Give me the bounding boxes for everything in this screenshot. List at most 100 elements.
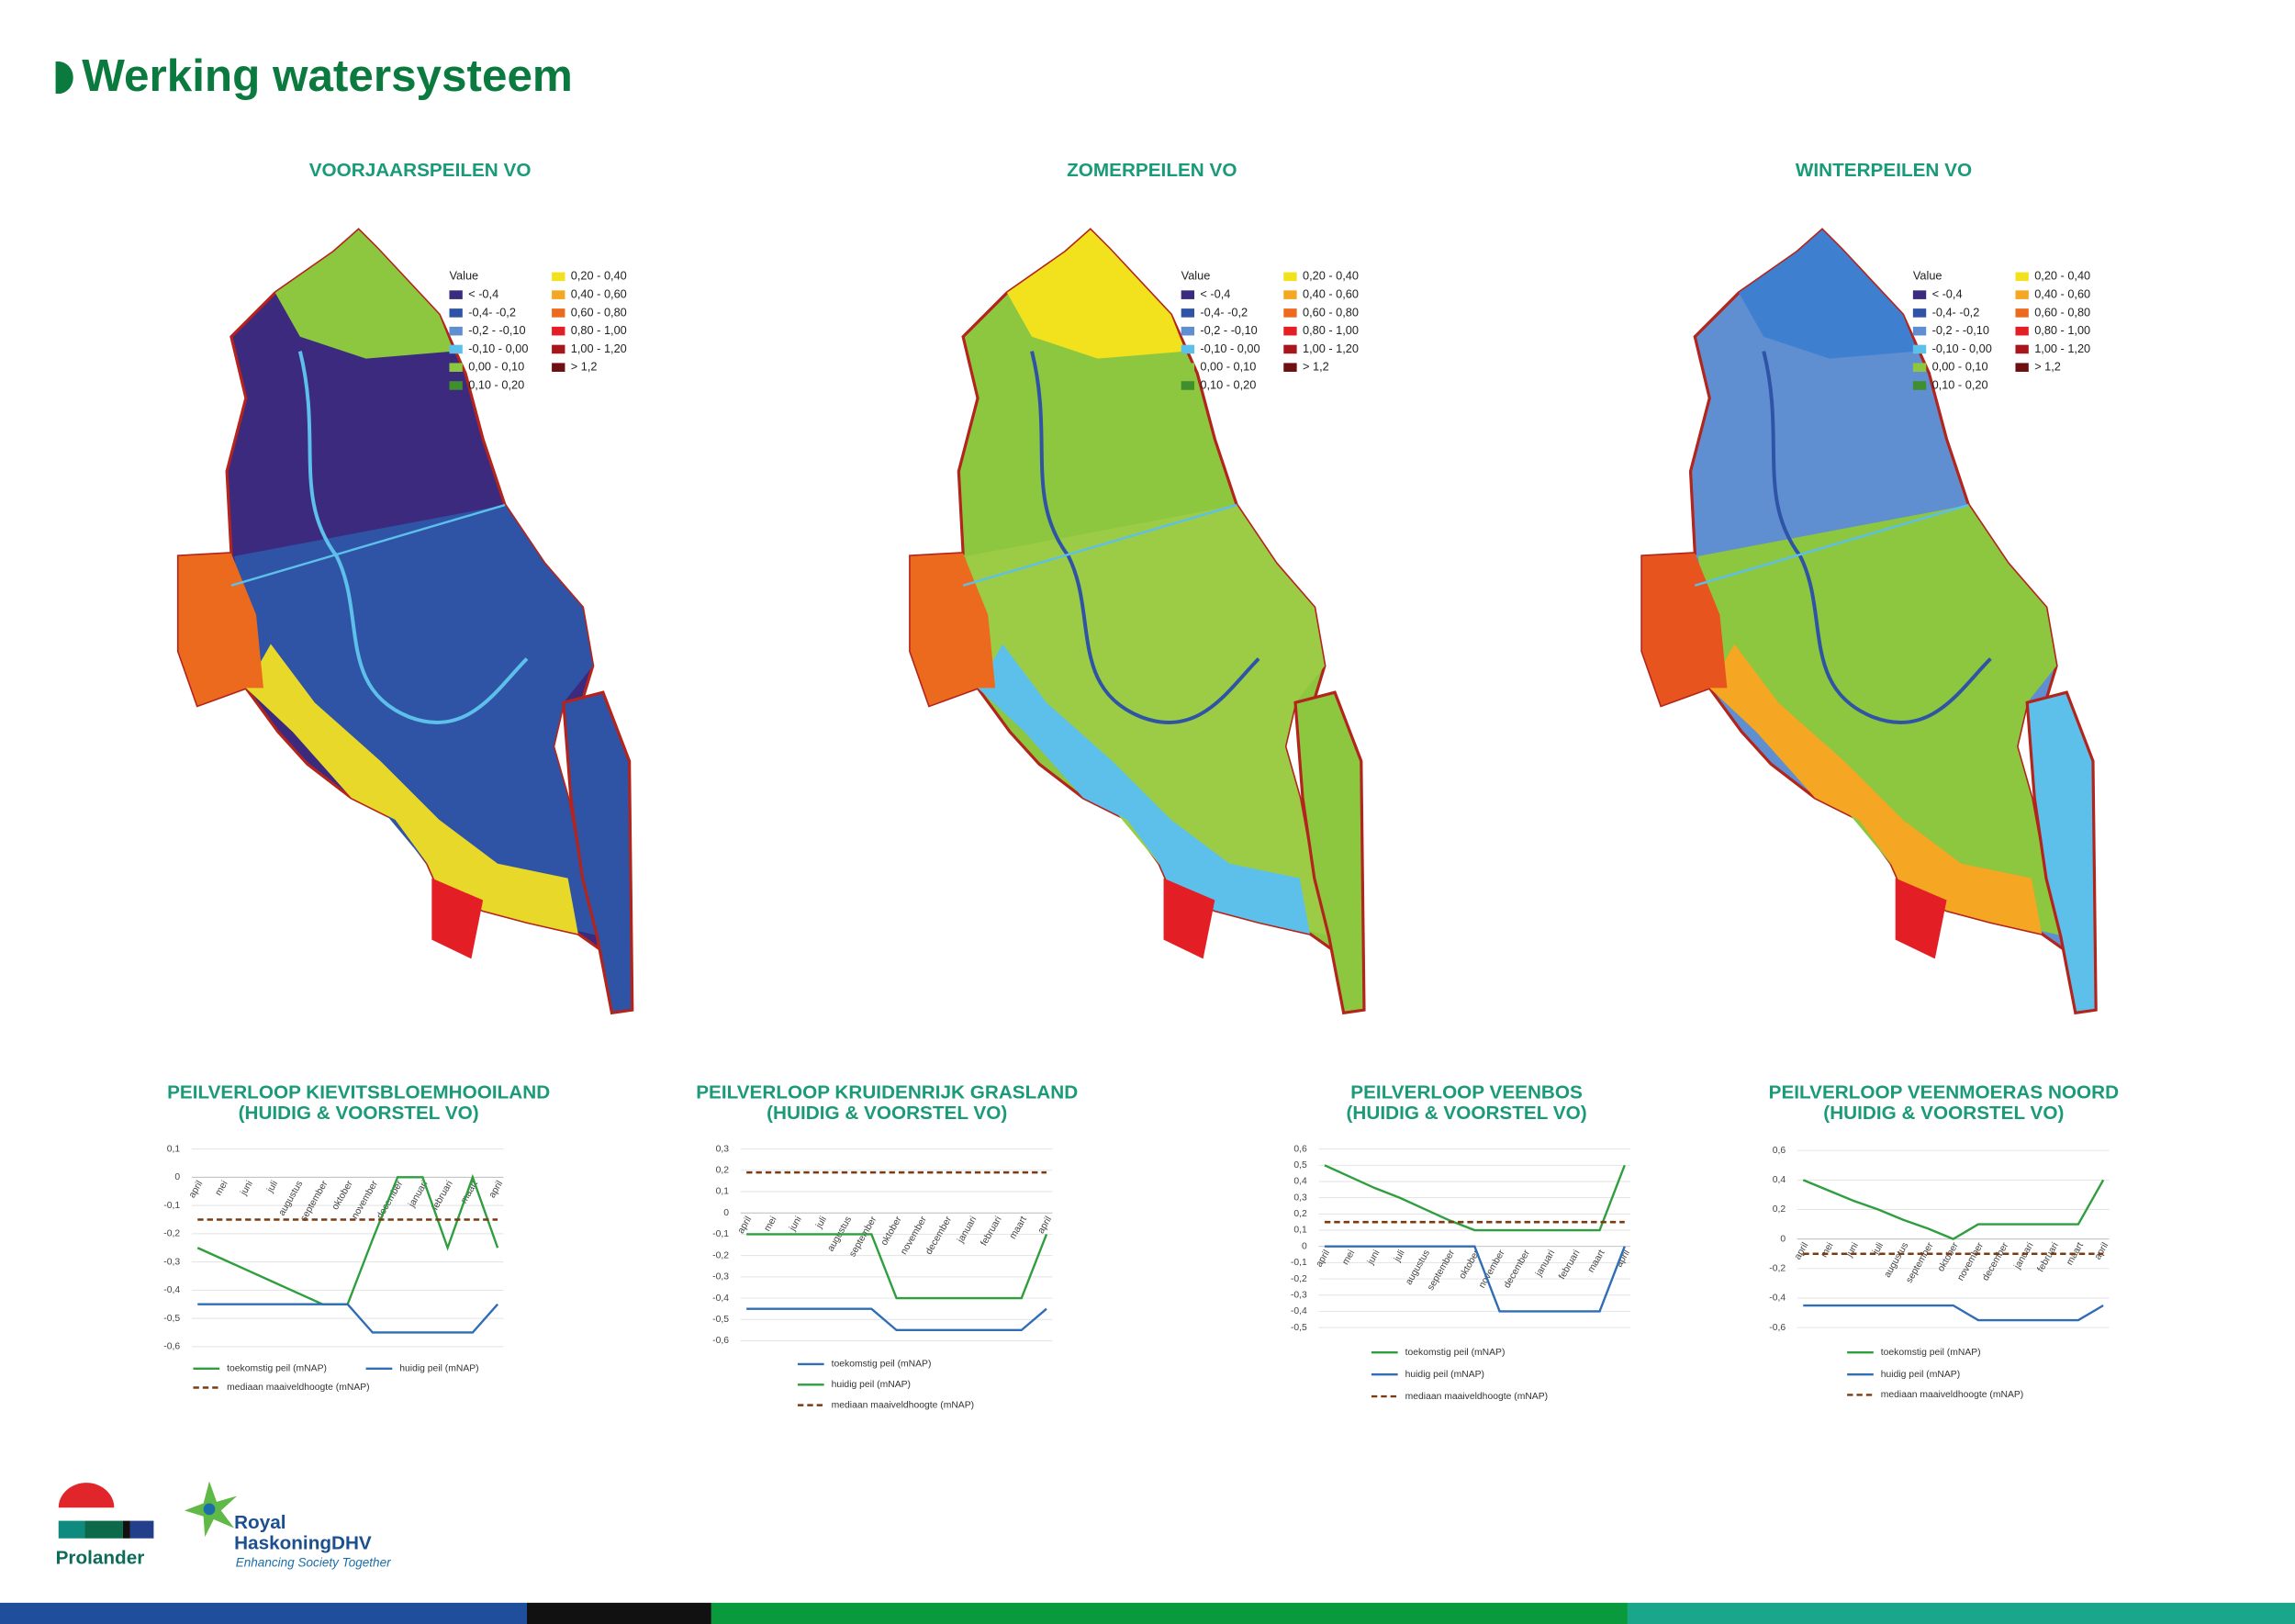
x-tick-label: april [487, 1180, 505, 1200]
map-region [1293, 690, 1366, 1015]
y-tick-label: -0,3 [1291, 1290, 1307, 1300]
legend-label: 0,80 - 1,00 [1303, 323, 1359, 337]
footer-bar [1627, 1602, 2295, 1624]
map-region [431, 878, 484, 959]
legend-swatch [1181, 344, 1195, 354]
map-region [1163, 878, 1215, 959]
legend-label: 0,40 - 0,60 [571, 286, 627, 300]
y-tick-label: -0,4 [163, 1285, 180, 1295]
legend-label: -0,10 - 0,00 [1932, 342, 1992, 355]
legend-label: < -0,4 [468, 286, 498, 300]
legend-label: toekomstig peil (mNAP) [227, 1364, 327, 1374]
x-tick-label: juli [265, 1180, 280, 1195]
legend-swatch [1912, 308, 1927, 318]
chart-subtitle: (HUIDIG & VOORSTEL VO) [1347, 1103, 1587, 1124]
footer-bar [526, 1602, 711, 1624]
legend-label: mediaan maaiveldhoogte (mNAP) [227, 1383, 369, 1393]
legend-swatch [552, 363, 565, 372]
x-tick-label: april [2093, 1241, 2110, 1261]
logo-star-center [203, 1503, 216, 1516]
logo-bar [58, 1520, 85, 1539]
map-region [1739, 230, 1918, 359]
y-tick-label: -0,5 [163, 1314, 180, 1324]
x-tick-label: maart [1586, 1249, 1607, 1275]
legend-swatch [449, 344, 463, 354]
legend-swatch [552, 290, 565, 299]
legend-swatch [1283, 326, 1297, 336]
title-marker-bar [55, 61, 61, 95]
legend-label: -0,2 - -0,10 [468, 323, 525, 337]
chart-title: PEILVERLOOP KRUIDENRIJK GRASLAND [696, 1081, 1078, 1103]
legend-title: Value [449, 269, 478, 283]
legend-swatch [552, 272, 565, 282]
logo-sun [58, 1483, 115, 1508]
chart-title: PEILVERLOOP VEENBOS [1350, 1081, 1583, 1103]
series-line [746, 1233, 1048, 1300]
legend-label: 0,10 - 0,20 [1200, 377, 1256, 391]
legend-label: 0,40 - 0,60 [1303, 286, 1359, 300]
chart-subtitle: (HUIDIG & VOORSTEL VO) [1823, 1103, 2064, 1124]
chart-subtitle: (HUIDIG & VOORSTEL VO) [767, 1103, 1007, 1124]
map-region [245, 644, 578, 935]
legend-swatch [1912, 290, 1927, 299]
y-tick-label: 0,6 [1293, 1144, 1307, 1154]
y-tick-label: 0,1 [1293, 1226, 1307, 1236]
legend-swatch [1181, 308, 1195, 318]
x-tick-label: mei [214, 1180, 230, 1198]
y-tick-label: -0,4 [712, 1294, 729, 1304]
legend-label: > 1,2 [1303, 360, 1329, 374]
y-tick-label: -0,2 [1291, 1274, 1307, 1284]
legend-title: Value [1181, 269, 1211, 283]
y-tick-label: 0,2 [716, 1166, 730, 1176]
title-marker [58, 61, 73, 95]
legend-swatch [1181, 363, 1195, 372]
x-tick-label: december [924, 1215, 955, 1257]
y-tick-label: -0,6 [163, 1342, 180, 1352]
y-tick-label: -0,3 [163, 1257, 180, 1267]
series-line [1803, 1304, 2104, 1322]
x-tick-label: oktober [879, 1215, 904, 1248]
legend-label: -0,10 - 0,00 [468, 342, 528, 355]
y-tick-label: -0,2 [1769, 1264, 1786, 1274]
logo-text: Royal [234, 1512, 285, 1533]
x-tick-label: februari [980, 1215, 1004, 1248]
page-title: Werking watersysteem [82, 50, 573, 101]
x-tick-label: juni [1365, 1249, 1382, 1267]
legend-swatch [449, 381, 463, 390]
legend-label: toekomstig peil (mNAP) [832, 1360, 932, 1370]
legend-label: < -0,4 [1932, 286, 1963, 300]
x-tick-label: juni [788, 1215, 804, 1233]
legend-swatch [1912, 381, 1927, 390]
legend-swatch [1181, 381, 1195, 390]
legend-swatch [1283, 290, 1297, 299]
legend-swatch [449, 326, 463, 336]
x-tick-label: april [1036, 1215, 1054, 1235]
map-region [910, 553, 996, 706]
legend-label: > 1,2 [571, 360, 598, 374]
legend-label: huidig peil (mNAP) [1881, 1370, 1960, 1380]
logo-tagline: Enhancing Society Together [236, 1555, 391, 1569]
legend-swatch [2015, 272, 2029, 282]
prolander-logo: Prolander [56, 1483, 154, 1569]
legend-swatch [1283, 363, 1297, 372]
legend-label: toekomstig peil (mNAP) [1881, 1348, 1981, 1358]
map-title: ZOMERPEILEN VO [1067, 160, 1237, 181]
x-tick-label: mei [763, 1215, 779, 1233]
y-tick-label: 0,6 [1773, 1146, 1786, 1156]
legend-label: mediaan maaiveldhoogte (mNAP) [832, 1400, 974, 1410]
legend-swatch [1283, 272, 1297, 282]
map-region [178, 553, 263, 706]
y-tick-label: -0,2 [712, 1250, 729, 1260]
legend-label: huidig peil (mNAP) [1405, 1370, 1484, 1380]
legend-swatch [2015, 308, 2029, 318]
x-tick-label: januari [2012, 1241, 2036, 1271]
y-tick-label: -0,3 [712, 1272, 729, 1282]
legend-label: 0,10 - 0,20 [468, 377, 524, 391]
y-tick-label: 0,2 [1773, 1204, 1786, 1215]
y-tick-label: 0,2 [1293, 1209, 1307, 1219]
y-tick-label: -0,6 [1769, 1323, 1786, 1333]
legend-label: 0,00 - 0,10 [1932, 360, 1988, 374]
y-tick-label: 0,4 [1773, 1175, 1786, 1185]
